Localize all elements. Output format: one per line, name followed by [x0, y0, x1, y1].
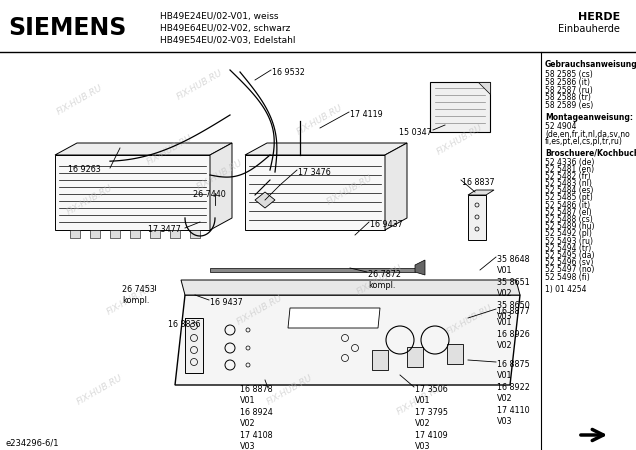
Text: 52 5492 (pl): 52 5492 (pl)	[545, 230, 592, 238]
Polygon shape	[210, 143, 232, 230]
Ellipse shape	[447, 341, 463, 347]
Text: (de,en,fr,it,nl,da,sv,no: (de,en,fr,it,nl,da,sv,no	[545, 130, 630, 139]
Text: 52 5486 (it): 52 5486 (it)	[545, 201, 590, 210]
Text: 52 5488 (cs): 52 5488 (cs)	[545, 215, 593, 224]
Text: 52 5487 (el): 52 5487 (el)	[545, 208, 591, 217]
Ellipse shape	[372, 347, 388, 353]
Text: 52 5485 (pt): 52 5485 (pt)	[545, 194, 593, 202]
Text: FIX-HUB.RU: FIX-HUB.RU	[265, 373, 315, 407]
Polygon shape	[90, 230, 100, 238]
Text: FIX-HUB.RU: FIX-HUB.RU	[66, 183, 114, 217]
Polygon shape	[407, 347, 423, 367]
Text: 52 5489 (hu): 52 5489 (hu)	[545, 222, 595, 231]
Text: HB49E54EU/02-V03, Edelstahl: HB49E54EU/02-V03, Edelstahl	[160, 36, 296, 45]
Text: FIX-HUB.RU: FIX-HUB.RU	[326, 173, 375, 207]
Text: FIX-HUB.RU: FIX-HUB.RU	[176, 68, 225, 102]
Text: 58 2586 (it): 58 2586 (it)	[545, 78, 590, 87]
Text: 52 5481 (en): 52 5481 (en)	[545, 165, 594, 174]
Polygon shape	[185, 318, 203, 373]
Text: fi,es,pt,el,cs,pl,tr,ru): fi,es,pt,el,cs,pl,tr,ru)	[545, 137, 623, 146]
Text: 52 5494 (tr): 52 5494 (tr)	[545, 244, 591, 253]
Text: 26 7440: 26 7440	[193, 190, 226, 199]
Text: 52 5482 (fr): 52 5482 (fr)	[545, 172, 591, 181]
Text: FIX-HUB.RU: FIX-HUB.RU	[235, 293, 284, 327]
Text: 52 4336 (de): 52 4336 (de)	[545, 158, 595, 166]
Text: 15 0347: 15 0347	[399, 128, 432, 137]
Polygon shape	[175, 295, 520, 385]
Text: 16 9437: 16 9437	[210, 298, 243, 307]
Text: 1) 01 4254: 1) 01 4254	[545, 285, 586, 294]
Text: e234296-6/1: e234296-6/1	[5, 438, 59, 447]
Text: 58 2585 (cs): 58 2585 (cs)	[545, 70, 593, 79]
Polygon shape	[110, 230, 120, 238]
Text: 52 5493 (ru): 52 5493 (ru)	[545, 237, 593, 246]
Text: 35 8648
V01
35 8651
V02
35 8650
V03: 35 8648 V01 35 8651 V02 35 8650 V03	[497, 255, 530, 321]
Text: 52 5498 (fi): 52 5498 (fi)	[545, 273, 590, 282]
Polygon shape	[430, 82, 490, 132]
Text: 16 8875
V01
16 8922
V02
17 4110
V03: 16 8875 V01 16 8922 V02 17 4110 V03	[497, 360, 530, 426]
Text: Montageanweisung:: Montageanweisung:	[545, 113, 633, 122]
Text: FIX-HUB.RU: FIX-HUB.RU	[106, 283, 155, 317]
Text: 17 3506
V01
17 3795
V02
17 4109
V03: 17 3506 V01 17 3795 V02 17 4109 V03	[415, 385, 448, 450]
Text: 52 5496 (sv): 52 5496 (sv)	[545, 258, 593, 267]
Text: 52 5483 (nl): 52 5483 (nl)	[545, 179, 592, 188]
Text: Einbauherde: Einbauherde	[558, 24, 620, 34]
Polygon shape	[150, 230, 160, 238]
Text: HB49E24EU/02-V01, weiss: HB49E24EU/02-V01, weiss	[160, 13, 279, 22]
Text: FIX-HUB.RU: FIX-HUB.RU	[396, 383, 445, 417]
Text: 16 8877
V01
16 8926
V02: 16 8877 V01 16 8926 V02	[497, 307, 530, 351]
Text: 17 3476: 17 3476	[298, 168, 331, 177]
Text: FIX-HUB.RU: FIX-HUB.RU	[356, 263, 404, 297]
Text: FIX-HUB.RU: FIX-HUB.RU	[76, 373, 125, 407]
Text: FIX-HUB.RU: FIX-HUB.RU	[436, 123, 485, 157]
Text: HERDE: HERDE	[577, 12, 620, 22]
Text: FIX-HUB.RU: FIX-HUB.RU	[55, 83, 104, 117]
Polygon shape	[372, 350, 388, 370]
Polygon shape	[170, 230, 180, 238]
Text: 26 7872
kompl.: 26 7872 kompl.	[368, 270, 401, 290]
Text: FIX-HUB.RU: FIX-HUB.RU	[296, 103, 345, 137]
Polygon shape	[288, 308, 380, 328]
Text: Broschuere/Kochbuch: Broschuere/Kochbuch	[545, 148, 636, 157]
Ellipse shape	[407, 344, 423, 350]
Polygon shape	[190, 230, 200, 238]
Text: FIX-HUB.RU: FIX-HUB.RU	[445, 303, 495, 337]
Polygon shape	[478, 82, 490, 94]
Text: 17 3477: 17 3477	[148, 225, 181, 234]
Polygon shape	[415, 260, 425, 275]
Text: 17 4119: 17 4119	[350, 110, 383, 119]
Polygon shape	[468, 190, 494, 195]
Text: 58 2588 (tr): 58 2588 (tr)	[545, 94, 591, 103]
Polygon shape	[70, 230, 80, 238]
Text: 52 4904: 52 4904	[545, 122, 576, 131]
Text: SIEMENS: SIEMENS	[8, 16, 127, 40]
Text: Gebrauchsanweisung: Gebrauchsanweisung	[545, 60, 636, 69]
Text: 26 7453
kompl.: 26 7453 kompl.	[122, 285, 155, 306]
Text: 52 5495 (da): 52 5495 (da)	[545, 251, 595, 260]
Text: 58 2589 (es): 58 2589 (es)	[545, 101, 593, 110]
Polygon shape	[447, 344, 463, 364]
Text: 52 5484 (es): 52 5484 (es)	[545, 186, 593, 195]
Text: 16 9263: 16 9263	[68, 165, 100, 174]
Text: 16 8836: 16 8836	[168, 320, 200, 329]
Text: 16 9532: 16 9532	[272, 68, 305, 77]
Text: FIX-HUB.RU: FIX-HUB.RU	[146, 133, 195, 167]
Text: FIX-HUB.RU: FIX-HUB.RU	[195, 158, 245, 192]
Text: 16 8878
V01
16 8924
V02
17 4108
V03: 16 8878 V01 16 8924 V02 17 4108 V03	[240, 385, 273, 450]
Text: 52 5497 (no): 52 5497 (no)	[545, 266, 595, 274]
Polygon shape	[130, 230, 140, 238]
Polygon shape	[210, 268, 415, 272]
Polygon shape	[255, 192, 275, 208]
Polygon shape	[385, 143, 407, 230]
Polygon shape	[55, 143, 232, 155]
Polygon shape	[55, 155, 210, 230]
Text: 58 2587 (ru): 58 2587 (ru)	[545, 86, 593, 94]
Polygon shape	[181, 280, 520, 295]
Polygon shape	[468, 195, 486, 240]
Polygon shape	[245, 143, 407, 155]
Polygon shape	[245, 155, 385, 230]
Text: 16 8837: 16 8837	[462, 178, 495, 187]
Text: HB49E64EU/02-V02, schwarz: HB49E64EU/02-V02, schwarz	[160, 24, 291, 33]
Text: 16 9437: 16 9437	[370, 220, 403, 229]
